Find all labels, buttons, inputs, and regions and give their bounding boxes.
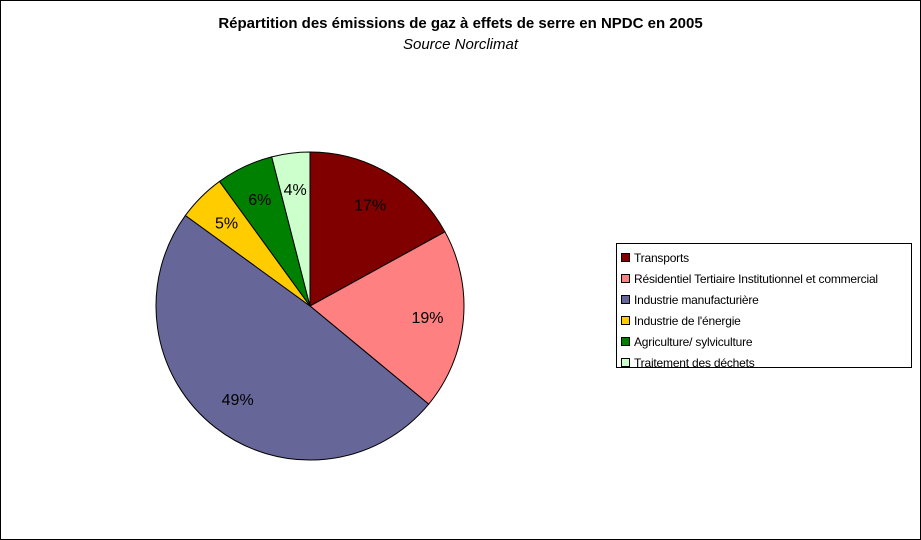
data-label-2: 49%	[222, 392, 254, 409]
legend: Transports Résidentiel Tertiaire Institut…	[616, 243, 912, 370]
chart-title: Répartition des émissions de gaz à effet…	[218, 15, 703, 32]
legend-item-5: Traitement des déchets	[617, 352, 911, 373]
pie-slice-5	[271, 151, 311, 307]
legend-swatch-3	[621, 316, 630, 325]
legend-swatch-1	[621, 274, 630, 283]
pie-slice-2	[155, 214, 430, 461]
pie-slice-1	[309, 231, 465, 405]
legend-item-2: Industrie manufacturière	[617, 289, 911, 310]
legend-label-5: Traitement des déchets	[634, 355, 755, 370]
legend-label-2: Industrie manufacturière	[634, 292, 759, 307]
pie-slice-0	[309, 151, 446, 307]
legend-label-1: Résidentiel Tertiaire Institutionnel et …	[634, 271, 878, 286]
legend-label-4: Agriculture/ sylviculture	[634, 334, 753, 349]
data-label-4: 6%	[248, 192, 271, 209]
data-label-3: 5%	[215, 216, 238, 233]
chart-subtitle: Source Norclimat	[402, 36, 519, 53]
legend-swatch-4	[621, 337, 630, 346]
legend-item-4: Agriculture/ sylviculture	[617, 331, 911, 352]
legend-item-0: Transports	[617, 247, 911, 268]
data-label-0: 17%	[354, 197, 386, 214]
legend-label-3: Industrie de l'énergie	[634, 313, 741, 328]
legend-item-3: Industrie de l'énergie	[617, 310, 911, 331]
legend-swatch-0	[621, 253, 630, 262]
legend-item-1: Résidentiel Tertiaire Institutionnel et …	[617, 268, 911, 289]
data-label-1: 19%	[411, 310, 443, 327]
legend-swatch-2	[621, 295, 630, 304]
data-label-5: 4%	[284, 182, 307, 199]
legend-swatch-5	[621, 358, 630, 367]
legend-label-0: Transports	[634, 250, 689, 265]
